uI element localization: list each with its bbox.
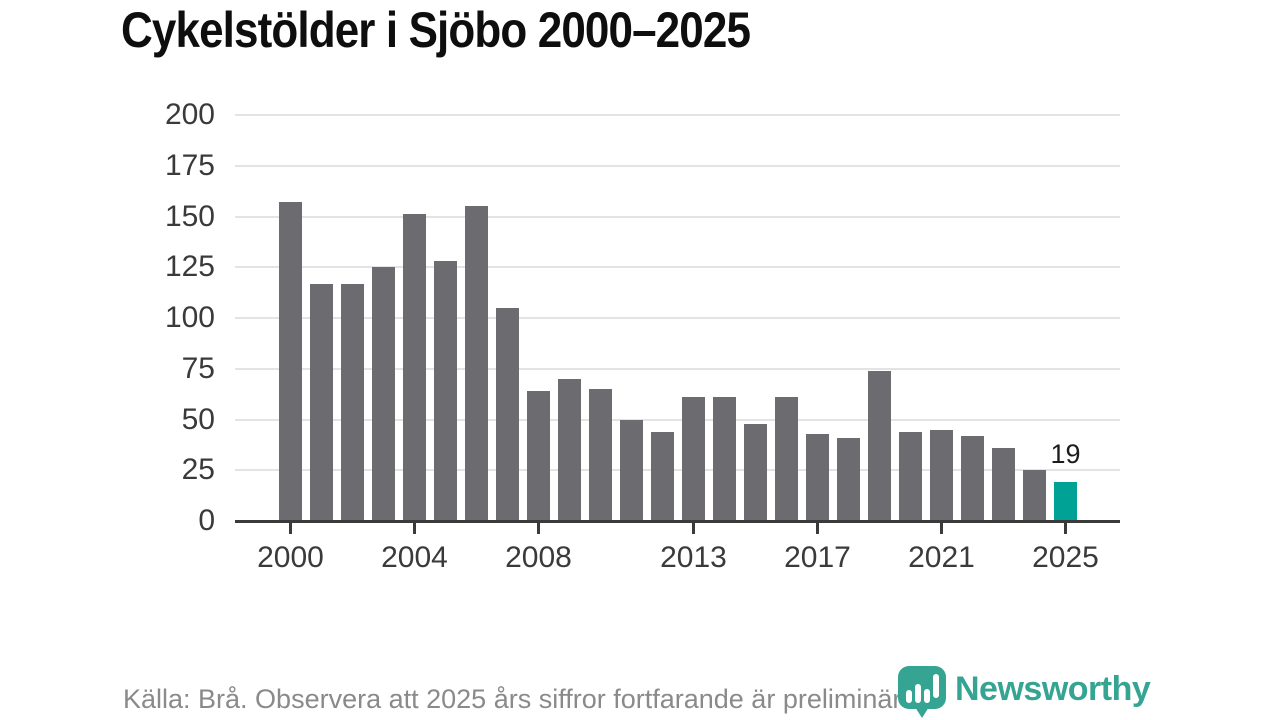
x-axis-tick — [413, 523, 416, 534]
x-axis-label: 2013 — [660, 541, 727, 574]
bar-2018 — [837, 437, 860, 521]
y-axis-label: 125 — [164, 250, 215, 284]
bar-2005 — [434, 261, 457, 521]
gridline — [235, 367, 1120, 370]
bar-2016 — [775, 397, 798, 521]
source-note: Källa: Brå. Observera att 2025 års siffr… — [123, 684, 924, 714]
bar-2019 — [868, 370, 891, 521]
y-axis: 0 25 50 75 100 125 150 175 200 — [0, 98, 215, 537]
y-axis-label: 75 — [181, 351, 215, 385]
newsworthy-pin-icon — [898, 666, 946, 718]
bar-2009 — [558, 378, 581, 521]
gridline — [235, 317, 1120, 319]
bar-2020 — [899, 431, 922, 521]
x-axis-tick — [940, 523, 943, 534]
bar-value-label: 19 — [1050, 439, 1081, 470]
x-axis-tick — [692, 523, 695, 534]
bar-2008 — [527, 391, 550, 521]
plot-area: 19 — [235, 114, 1120, 523]
x-axis-line — [235, 520, 1120, 523]
y-axis-label: 175 — [164, 148, 215, 182]
x-axis-label: 2008 — [505, 541, 572, 574]
y-axis-label: 50 — [181, 402, 215, 436]
bar-2003 — [372, 267, 395, 521]
x-axis-tick — [537, 523, 540, 534]
bar-2022 — [961, 435, 984, 521]
bar-2000 — [279, 202, 302, 521]
y-axis-label: 100 — [164, 301, 215, 334]
bar-2011 — [620, 419, 643, 521]
gridline — [235, 266, 1120, 269]
newsworthy-logo: Newsworthy — [895, 663, 1151, 719]
x-axis-label: 2017 — [784, 541, 851, 574]
y-axis-label: 0 — [198, 504, 215, 537]
gridline — [235, 114, 1120, 116]
bar-2021 — [930, 429, 953, 521]
bar-2015 — [744, 423, 767, 521]
bar-2010 — [589, 389, 612, 521]
x-axis-tick — [816, 523, 819, 534]
x-axis-label: 2021 — [908, 541, 975, 574]
chart-title: Cykelstölder i Sjöbo 2000–2025 — [121, 2, 751, 58]
bar-2025 — [1054, 482, 1077, 521]
x-axis: 2000 2004 2008 2013 2017 2021 2025 — [235, 521, 1120, 591]
y-axis-label: 150 — [164, 199, 215, 233]
x-axis-label: 2000 — [257, 541, 324, 574]
bar-2002 — [341, 283, 364, 521]
gridline — [235, 469, 1120, 472]
x-axis-tick — [1064, 523, 1067, 534]
bar-2014 — [713, 397, 736, 521]
bar-2004 — [403, 214, 426, 521]
y-axis-label: 200 — [164, 98, 215, 131]
bar-2024 — [1023, 470, 1046, 521]
bar-2013 — [682, 397, 705, 521]
bar-2017 — [806, 433, 829, 521]
x-axis-label: 2025 — [1032, 541, 1099, 574]
x-axis-tick — [289, 523, 292, 534]
y-axis-label: 25 — [181, 453, 215, 487]
gridline — [235, 164, 1120, 167]
bar-2001 — [310, 283, 333, 521]
gridline — [235, 215, 1120, 218]
bar-2006 — [465, 206, 488, 521]
gridline — [235, 418, 1120, 421]
bar-2012 — [651, 431, 674, 521]
newsworthy-wordmark: Newsworthy — [955, 670, 1151, 708]
x-axis-label: 2004 — [381, 541, 448, 574]
bar-2007 — [496, 307, 519, 521]
bar-2023 — [992, 447, 1015, 521]
